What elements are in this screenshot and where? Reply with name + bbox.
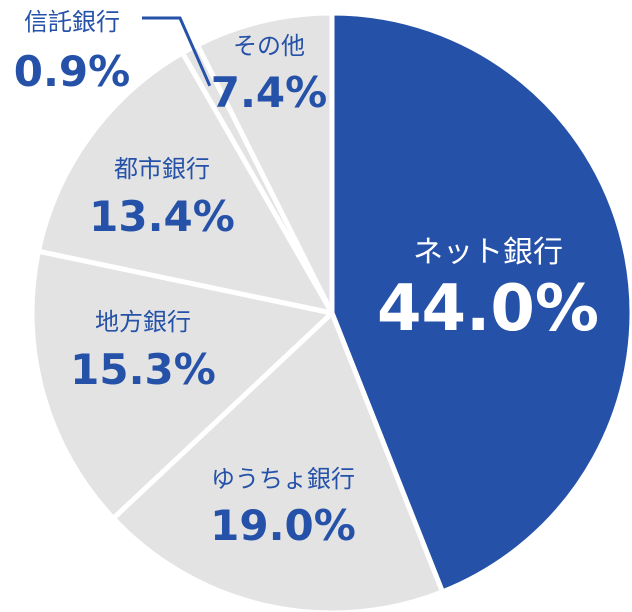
pie-slices (29, 10, 632, 612)
slice-value-other: 7.4% (211, 68, 327, 117)
pie-slice-net-bank (329, 10, 632, 595)
slice-name-net-bank: ネット銀行 (413, 235, 563, 270)
slice-name-yucho-bank: ゆうちょ銀行 (211, 465, 355, 493)
leader-line-trust-bank (142, 16, 212, 87)
slice-value-regional-bank: 15.3% (70, 345, 216, 394)
pie-slice-yucho-bank (110, 310, 445, 612)
slice-name-trust-bank: 信託銀行 (24, 8, 120, 36)
leader-lines (142, 16, 212, 87)
pie-slice-city-bank (35, 50, 335, 316)
slice-value-city-bank: 13.4% (89, 192, 235, 241)
slice-name-city-bank: 都市銀行 (114, 155, 210, 183)
pie-slice-regional-bank (29, 248, 335, 521)
slice-name-regional-bank: 地方銀行 (95, 308, 191, 336)
slice-value-net-bank: 44.0% (377, 272, 599, 346)
slice-value-trust-bank: 0.9% (14, 47, 130, 96)
pie-slice-other (194, 10, 335, 316)
slice-name-other: その他 (233, 32, 305, 60)
slice-value-yucho-bank: 19.0% (210, 501, 356, 550)
